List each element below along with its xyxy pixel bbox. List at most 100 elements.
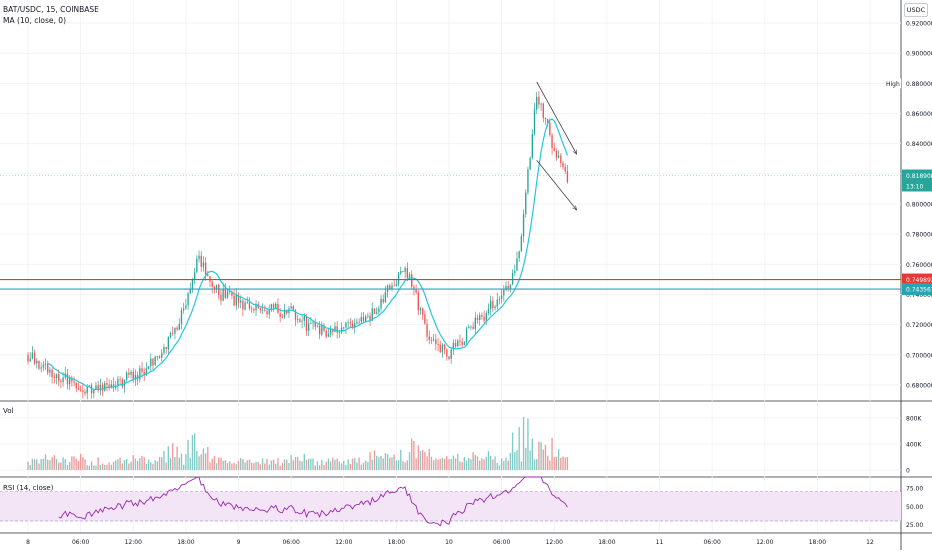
candle-body [361,317,362,322]
volume-bar [242,459,243,470]
candle-body [106,383,107,385]
volume-bar [133,455,134,470]
volume-bar [301,461,302,470]
volume-bar [196,451,197,470]
volume-bar [231,464,232,470]
rsi-label[interactable]: RSI (14, close) [3,484,53,492]
volume-bar [453,456,454,470]
candle-body [161,353,162,358]
price-tick-label: 0.800000 [906,202,932,209]
volume-bar [433,460,434,470]
volume-bar [141,456,142,470]
candle-body [411,274,412,286]
candle-body [429,336,430,339]
volume-bar [40,459,41,470]
volume-bar [54,455,55,470]
volume-bar [413,441,414,470]
symbol-legend[interactable]: BAT/USDC, 15, COINBASE [3,5,99,14]
candle-body [87,387,88,394]
candle-body [464,342,465,345]
volume-bar [521,462,522,470]
volume-bar [284,459,285,470]
volume-bar [459,461,460,470]
candle-body [481,315,482,317]
candle-body [470,327,471,328]
candle-body [426,324,427,336]
volume-bar [128,464,129,470]
volume-bar [255,462,256,470]
volume-bar [124,460,125,470]
volume-bar [150,462,151,470]
candle-body [490,301,491,309]
volume-bar [345,465,346,470]
candle-body [205,262,206,274]
candle-body [523,214,524,236]
volume-bar [240,458,241,470]
volume-bar [508,461,509,470]
volume-bar [389,458,390,470]
candle-body [334,326,335,332]
volume-bar [481,458,482,470]
volume-bar [424,452,425,470]
candle-body [521,236,522,251]
candle-body [176,328,177,330]
volume-bar [139,458,140,470]
volume-bar [554,457,555,470]
candle-body [51,370,52,377]
volume-bar [556,457,557,470]
volume-bar [295,457,296,470]
volume-bar [190,458,191,470]
currency-button[interactable]: USDC [904,3,928,17]
volume-bar [288,463,289,470]
candle-body [49,370,50,373]
candle-body [477,318,478,320]
volume-bar [356,462,357,470]
candle-body [516,258,517,271]
candle-body [461,342,462,345]
candle-body [501,295,502,299]
volume-bar [58,463,59,470]
volume-bar [308,459,309,470]
candle-body [170,333,171,337]
volume-label[interactable]: Vol [3,407,13,415]
candle-body [301,321,302,322]
time-tick-label: 10 [445,539,453,546]
candle-body [532,134,533,158]
time-tick-label: 12:00 [756,539,773,546]
ma-legend[interactable]: MA (10, close, 0) [3,16,66,25]
candle-body [457,341,458,347]
volume-bar [455,458,456,470]
volume-bar [510,453,511,470]
volume-bar [159,457,160,470]
candle-body [236,295,237,306]
volume-bar [440,459,441,470]
volume-bar [400,450,401,470]
volume-bar [209,462,210,470]
candle-body [365,316,366,321]
volume-bar [323,465,324,470]
volume-bar [286,460,287,470]
candle-body [525,193,526,214]
volume-bar [260,464,261,470]
volume-bar [47,460,48,470]
candle-body [422,309,423,315]
time-tick-label: 12:00 [546,539,563,546]
candle-body [358,322,359,323]
candle-body [389,285,390,288]
volume-bar [264,463,265,470]
volume-bar [312,458,313,470]
volume-bar [282,463,283,470]
volume-bar [93,466,94,470]
high-tag: High [886,81,900,88]
candle-body [128,373,129,375]
volume-bar [146,464,147,470]
candle-body [299,319,300,322]
candle-body [567,171,568,182]
volume-bar [157,461,158,470]
volume-bar [396,460,397,470]
volume-bar [514,452,515,470]
candle-body [225,289,226,298]
candle-body [247,302,248,303]
